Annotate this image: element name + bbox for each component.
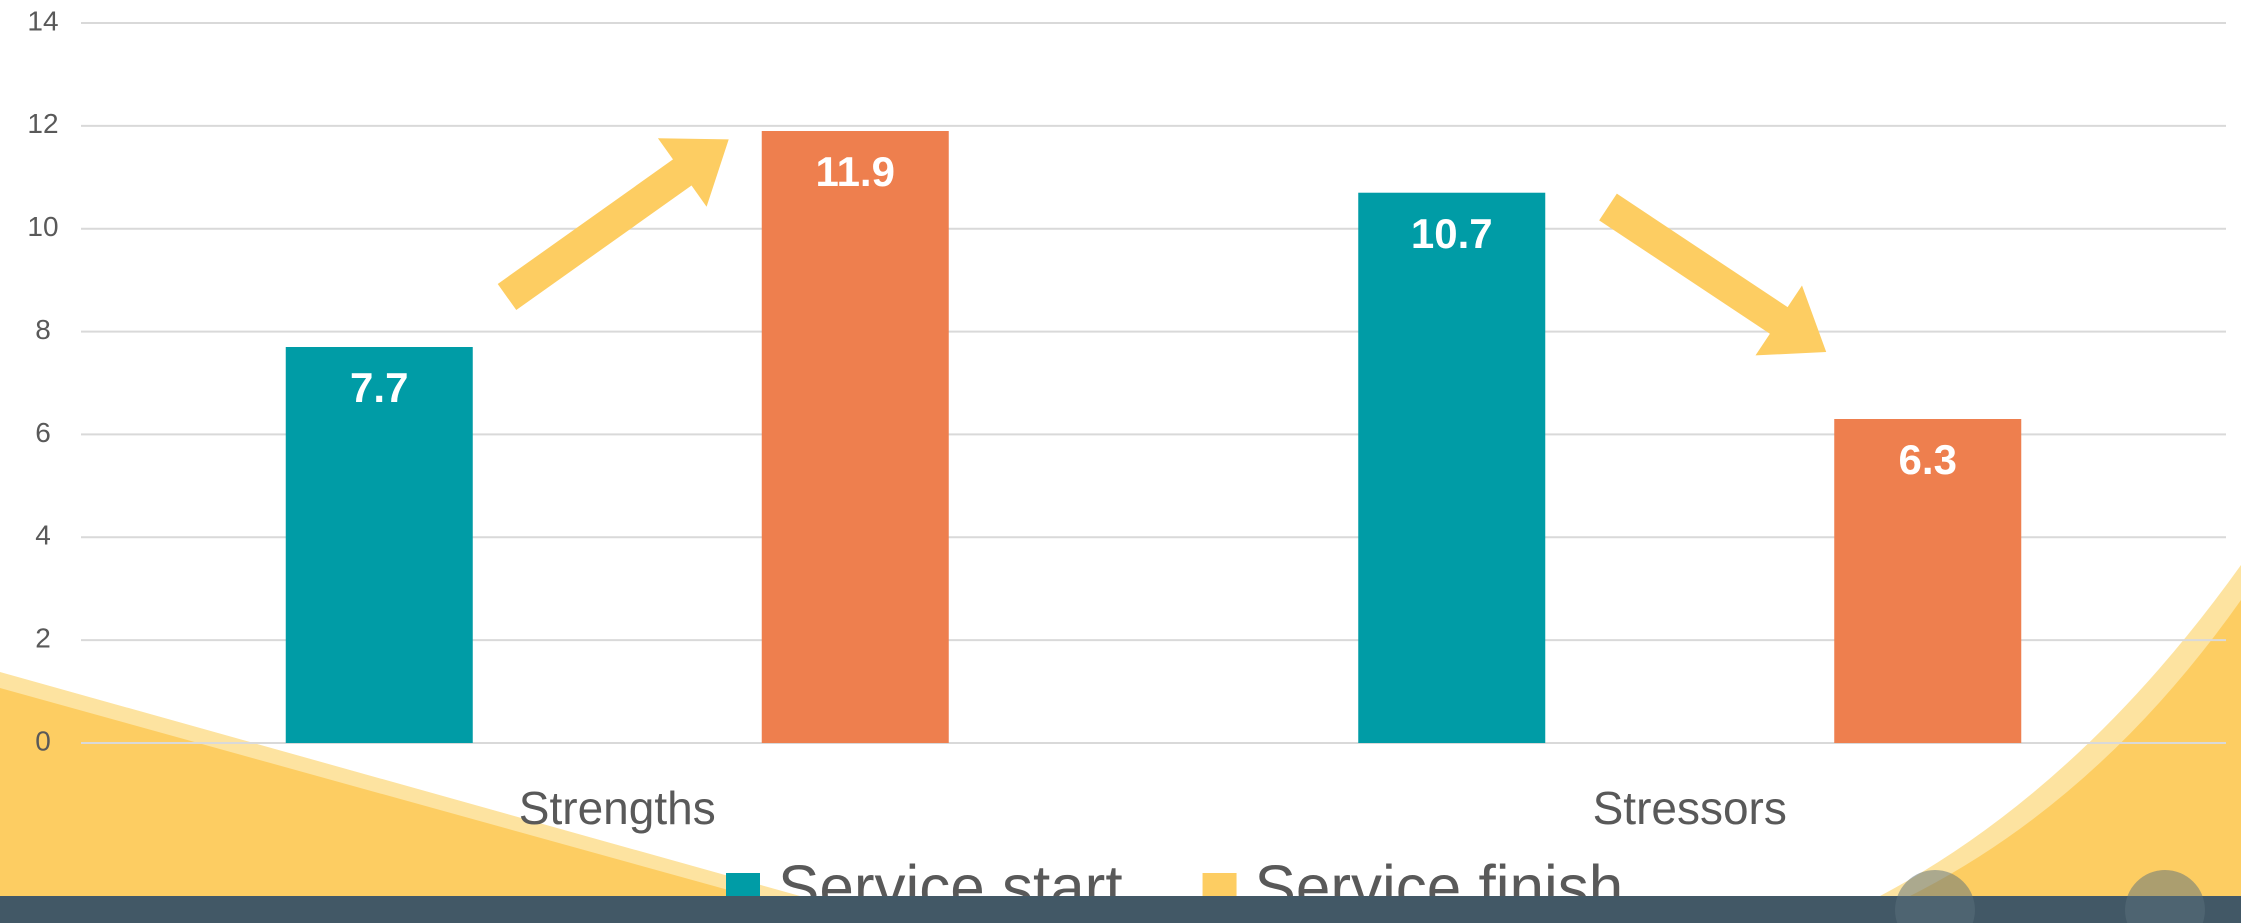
bar: [285, 347, 473, 743]
bar: [761, 131, 949, 743]
decor-curve-right: [1910, 600, 2241, 896]
y-tick-label: 0: [35, 725, 51, 756]
background: [0, 565, 2241, 896]
decor-circle: [1895, 870, 1975, 923]
y-tick-label: 14: [27, 5, 58, 36]
y-tick-label: 10: [27, 211, 58, 242]
arrow-down: [1599, 193, 1827, 356]
y-tick-label: 8: [35, 314, 51, 345]
arrows: [497, 138, 1827, 356]
data-label: 6.3: [1899, 436, 1957, 483]
data-label: 11.9: [816, 148, 895, 195]
data-label: 10.7: [1411, 210, 1493, 257]
bar: [1358, 192, 1546, 743]
footer-band: [0, 896, 2241, 923]
y-tick-label: 12: [27, 108, 58, 139]
x-tick-label: Strengths: [519, 782, 716, 834]
bar: [1834, 419, 2022, 743]
arrow-up: [497, 138, 729, 311]
data-label: 7.7: [350, 364, 408, 411]
x-tick-label: Stressors: [1593, 782, 1787, 834]
y-tick-label: 6: [35, 417, 51, 448]
y-tick-label: 4: [35, 520, 51, 551]
y-tick-label: 2: [35, 623, 51, 654]
bars: Strengths 7.7 11.9 Stressors 10.7 6.3: [285, 131, 2022, 834]
decor-band-left: [0, 688, 750, 896]
decor-circle: [2125, 870, 2205, 923]
